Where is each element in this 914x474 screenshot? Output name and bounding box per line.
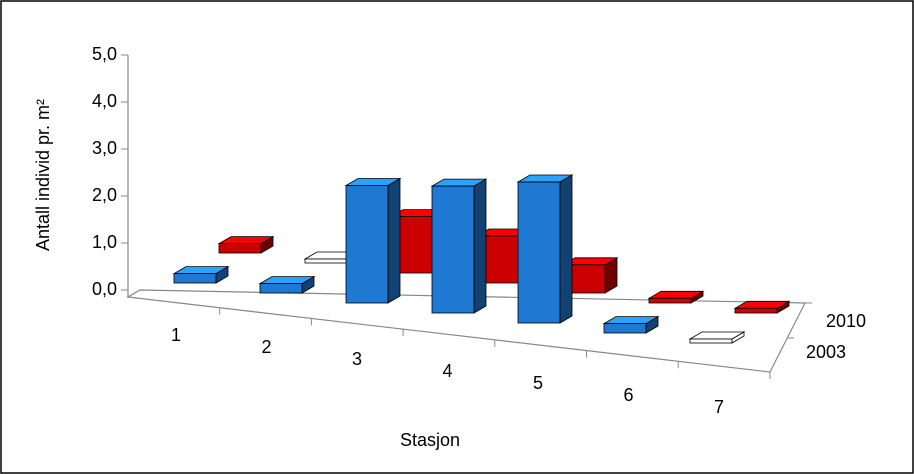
x-tick-label: 1 [171,325,181,345]
bar [689,338,733,344]
x-axis-title: Stasjon [400,430,460,450]
x-tick-label: 5 [533,373,543,393]
y-tick-label: 4,0 [92,91,117,111]
y-tick-label: 2,0 [92,185,117,205]
bar [304,258,348,264]
x-tick-label: 6 [623,385,633,405]
bar [603,323,647,334]
y-tick-label: 3,0 [92,138,117,158]
bar [345,185,389,304]
bar [734,307,778,314]
bar-side [473,178,487,314]
bar [218,243,262,254]
bar [431,185,475,314]
bar-side [387,177,401,304]
bar [259,283,303,294]
y-tick-label: 0,0 [92,279,117,299]
y-tick-label: 1,0 [92,232,117,252]
x-tick-label: 3 [352,349,362,369]
bar [517,181,561,324]
y-tick-label: 5,0 [92,44,117,64]
legend-label: 2010 [826,311,866,331]
bar-side [559,174,573,324]
x-tick-label: 2 [261,337,271,357]
bar [173,273,217,284]
x-tick-label: 4 [442,361,452,381]
y-axis-title: Antall individ pr. m² [33,99,53,251]
x-tick-label: 7 [714,397,724,417]
legend-label: 2003 [806,342,846,362]
bar [648,297,692,304]
